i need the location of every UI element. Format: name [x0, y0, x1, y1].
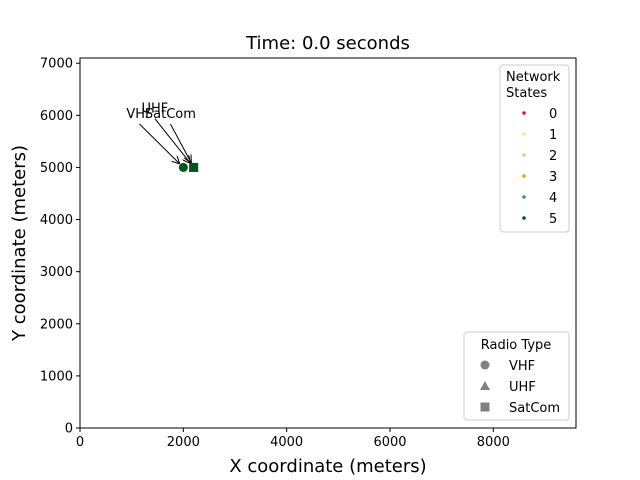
legend-radio-label: VHF	[509, 359, 535, 374]
legend-radio-marker-square	[480, 402, 490, 412]
legend-box	[499, 64, 570, 233]
legend-state-marker	[522, 216, 526, 220]
x-tick-label: 6000	[373, 435, 406, 450]
legend-state-label: 0	[549, 107, 557, 122]
plot-area	[79, 57, 577, 429]
legend-radio-marker-triangle	[480, 381, 490, 390]
y-tick-label: 4000	[40, 213, 73, 228]
legend-state-marker	[522, 153, 526, 157]
legend-state-marker	[522, 174, 526, 178]
point-vhf	[178, 162, 188, 172]
x-axis-ticks: 0 2000 4000 6000 8000	[76, 428, 510, 450]
legend-title-line-2: States	[506, 86, 547, 101]
annotation-arrow	[139, 123, 179, 163]
x-tick-label: 0	[76, 435, 84, 450]
legend-state-label: 3	[549, 170, 557, 185]
y-tick-label: 7000	[40, 57, 73, 72]
y-tick-label: 6000	[40, 109, 73, 124]
annotation-arrow	[169, 123, 190, 162]
legend-state-marker	[522, 195, 526, 199]
x-tick-label: 4000	[270, 435, 303, 450]
network-states-legend: Network States 0 1 2 3 4 5	[499, 64, 570, 233]
x-tick-label: 2000	[167, 435, 200, 450]
annotation-label: UHF	[142, 102, 169, 117]
annotation-label: VHF	[126, 107, 152, 122]
y-axis-ticks: 0 1000 2000 3000 4000 5000 6000 7000	[40, 57, 80, 437]
y-tick-label: 0	[65, 422, 73, 437]
y-tick-label: 5000	[40, 161, 73, 176]
legend-radio-label: UHF	[509, 380, 536, 395]
y-axis-label: Y coordinate (meters)	[9, 145, 30, 342]
legend-state-label: 4	[549, 191, 557, 206]
legend-state-label: 5	[549, 212, 557, 227]
annotation-label: SatCom	[145, 107, 196, 122]
legend-radio-marker-circle	[480, 360, 490, 370]
y-tick-label: 2000	[40, 317, 73, 332]
x-tick-label: 8000	[477, 435, 510, 450]
legend-title-line-1: Network	[506, 70, 561, 85]
radio-type-legend: Radio Type VHF UHF SatCom	[463, 331, 570, 421]
x-axis-label: X coordinate (meters)	[229, 456, 426, 477]
legend-radio-label: SatCom	[509, 401, 560, 416]
legend-box	[463, 331, 570, 421]
legend-state-label: 1	[549, 128, 557, 143]
point-satcom	[189, 162, 199, 172]
legend-state-marker	[522, 111, 526, 115]
chart-title: Time: 0.0 seconds	[245, 33, 410, 54]
y-tick-label: 3000	[40, 265, 73, 280]
legend-title: Radio Type	[481, 338, 552, 353]
legend-state-marker	[522, 132, 526, 136]
plot-frame	[79, 57, 577, 429]
data-points	[178, 162, 199, 172]
y-tick-label: 1000	[40, 369, 73, 384]
legend-state-label: 2	[549, 149, 557, 164]
